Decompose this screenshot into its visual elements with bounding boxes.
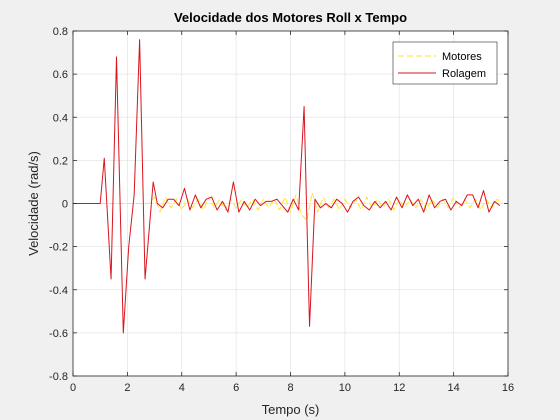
legend-box [392,41,498,85]
x-tick-label-7: 14 [448,382,460,394]
y-tick-label-4: 0 [62,199,68,211]
tick-labels: 0 2 4 6 8 10 12 14 16 -0.8 -0.6 -0.4 -0.2 0 0.2 0.4 0.6 0… [49,26,514,394]
y-tick-label-0: -0.8 [49,371,68,383]
chart-title: Velocidade dos Motores Roll x Tempo [174,10,407,25]
x-tick-label-8: 16 [502,382,514,394]
legend-label-rolagem: Rolagem [442,68,486,80]
x-axis-label: Tempo (s) [262,402,320,417]
series-line-motores [73,192,503,222]
x-tick-label-0: 0 [70,382,76,394]
legend: Motores Rolagem [392,41,498,85]
x-tick-label-5: 10 [339,382,351,394]
y-tick-label-1: -0.6 [49,328,68,340]
series-line-rolagem [73,39,501,334]
y-tick-label-7: 0.6 [53,69,68,81]
x-tick-label-4: 8 [287,382,293,394]
y-tick-label-8: 0.8 [53,26,68,38]
legend-label-motores: Motores [442,51,482,63]
y-tick-label-3: -0.2 [49,242,68,254]
x-tick-label-3: 6 [233,382,239,394]
y-tick-label-2: -0.4 [49,285,68,297]
y-tick-label-5: 0.2 [53,155,68,167]
series-layer [73,39,503,334]
x-tick-label-1: 2 [124,382,130,394]
x-tick-label-2: 4 [179,382,185,394]
tick-marks [72,30,509,377]
y-axis-label: Velocidade (rad/s) [26,151,41,256]
y-tick-label-6: 0.4 [53,112,68,124]
x-tick-label-6: 12 [393,382,405,394]
